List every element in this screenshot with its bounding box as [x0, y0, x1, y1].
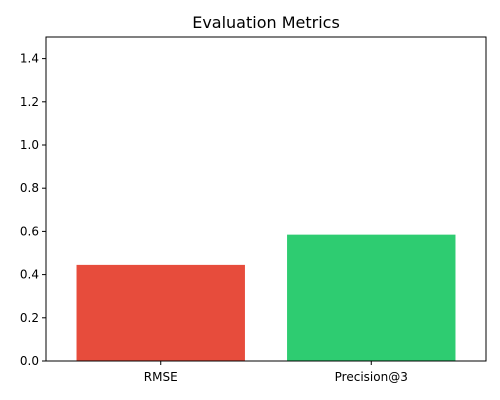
y-tick-label: 0.4	[20, 268, 39, 282]
y-tick-label: 1.2	[20, 95, 39, 109]
y-tick-label: 0.6	[20, 224, 39, 238]
bar-rmse	[76, 264, 245, 361]
bars-group	[76, 234, 456, 361]
x-tick-label: RMSE	[144, 370, 178, 384]
y-tick-label: 1.4	[20, 52, 39, 66]
x-tick-label: Precision@3	[335, 370, 408, 384]
y-tick-label: 0.8	[20, 181, 39, 195]
bar-precision-3	[287, 234, 456, 361]
y-axis: 0.0 0.2 0.4 0.6 0.8 1.0 1.2 1.4	[20, 52, 46, 368]
plot-frame	[45, 36, 487, 362]
y-tick-label: 1.0	[20, 138, 39, 152]
x-axis: RMSE Precision@3	[144, 361, 408, 384]
y-tick-label: 0.0	[20, 354, 39, 368]
chart-title: Evaluation Metrics	[192, 13, 340, 32]
y-tick-label: 0.2	[20, 311, 39, 325]
